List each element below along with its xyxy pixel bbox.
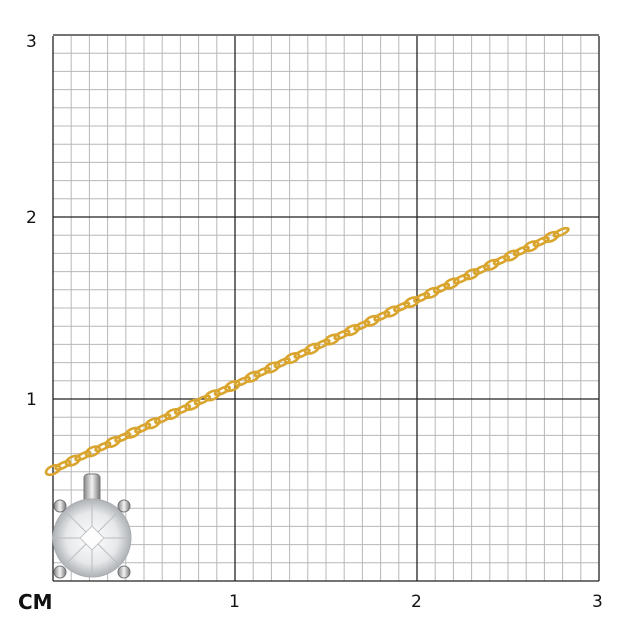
chain-link: [224, 379, 241, 393]
chain-link: [303, 342, 321, 355]
chain-link: [104, 435, 122, 449]
prong: [53, 565, 67, 579]
chain-link: [503, 249, 520, 262]
chain-link: [184, 398, 201, 411]
chain-link: [193, 394, 212, 406]
chain-link: [452, 273, 471, 285]
chain-link: [164, 407, 181, 421]
y-label-3: 3: [26, 32, 37, 52]
x-label-1: 1: [229, 592, 240, 612]
chain-link: [233, 376, 251, 387]
chain-link: [463, 268, 480, 281]
chain-link: [44, 463, 62, 477]
chain-link: [542, 230, 560, 244]
chain-link: [173, 403, 192, 415]
unit-label: CM: [18, 590, 53, 614]
chain-link: [283, 352, 301, 365]
x-label-2: 2: [411, 592, 422, 612]
chain-link: [153, 413, 172, 425]
chain-link: [313, 338, 331, 350]
chain-link: [134, 422, 152, 434]
chain-link: [333, 329, 351, 341]
chain-link: [64, 454, 82, 467]
chain-link: [94, 441, 112, 453]
chain-link: [512, 245, 530, 257]
diamond-table: [79, 525, 105, 551]
chain-link: [432, 282, 451, 294]
chain-link: [403, 296, 420, 309]
chain-link: [423, 286, 440, 299]
x-label-3: 3: [592, 592, 603, 612]
chain-link: [492, 254, 510, 266]
chain-link: [124, 426, 142, 439]
chain-link: [114, 431, 132, 443]
chain-link: [84, 445, 102, 458]
y-label-1: 1: [26, 390, 37, 410]
chain-link: [483, 258, 500, 272]
chain-link: [273, 357, 291, 369]
chain-link: [293, 348, 311, 359]
prong: [117, 565, 131, 579]
prong: [117, 499, 131, 513]
chain-link: [413, 292, 431, 303]
prong: [53, 499, 67, 513]
chain-link: [343, 324, 361, 337]
chain-link: [522, 240, 540, 253]
chain-link: [204, 389, 221, 402]
chain-link: [443, 277, 460, 290]
chain-link: [144, 417, 161, 430]
chain-link: [263, 361, 281, 374]
chain-link: [373, 310, 391, 322]
chain-link: [383, 305, 401, 318]
chain-link: [353, 320, 371, 331]
y-label-2: 2: [26, 208, 37, 228]
chain-link: [552, 226, 570, 238]
chain-link: [472, 264, 491, 275]
chain-link: [253, 366, 271, 378]
chain-link: [323, 333, 341, 346]
chain-link: [54, 459, 72, 471]
chain-link: [243, 370, 261, 383]
chain-link: [363, 314, 381, 327]
chain-link: [213, 385, 232, 397]
chain-link: [532, 236, 550, 248]
chain-link: [74, 450, 92, 462]
chain-link: [393, 301, 411, 313]
